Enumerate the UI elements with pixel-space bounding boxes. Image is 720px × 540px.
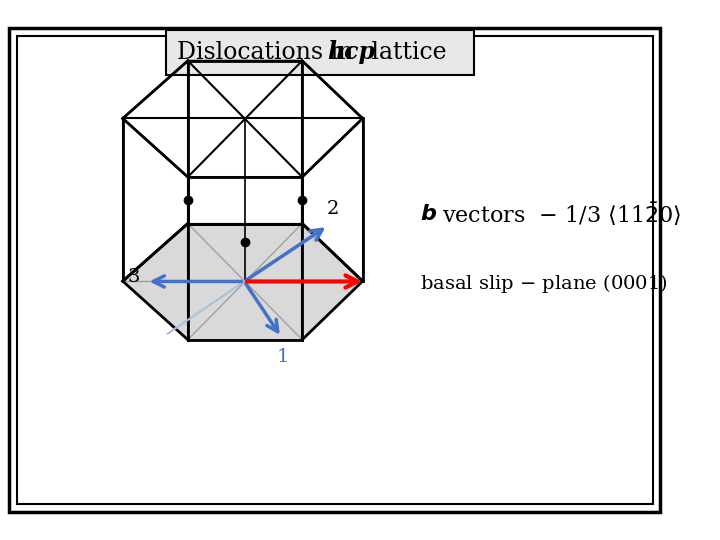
Text: vectors  $-$ 1/3 $\langle$11$\bar{2}$0$\rangle$: vectors $-$ 1/3 $\langle$11$\bar{2}$0$\r… [435,200,682,228]
Text: 2: 2 [326,200,338,218]
Text: Dislocations in: Dislocations in [176,41,361,64]
Text: lattice: lattice [364,41,447,64]
Text: basal slip $-$ plane (0001): basal slip $-$ plane (0001) [420,273,668,295]
FancyBboxPatch shape [9,28,660,512]
FancyBboxPatch shape [17,36,653,504]
Text: 1: 1 [277,348,289,367]
Polygon shape [122,224,363,340]
Text: hcp: hcp [328,40,375,64]
Text: $\boldsymbol{b}$: $\boldsymbol{b}$ [420,204,437,224]
Text: 3: 3 [127,268,140,286]
FancyBboxPatch shape [166,30,474,75]
